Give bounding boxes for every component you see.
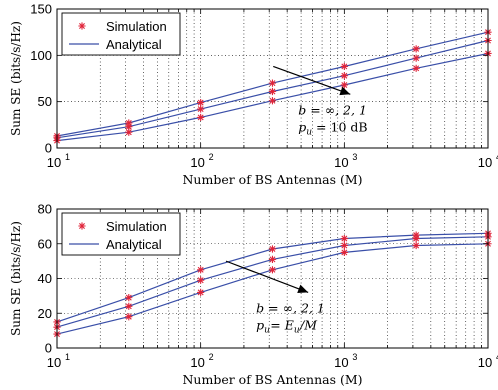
x-tick-label-exponent: 1	[65, 152, 70, 162]
arrow-head	[297, 284, 309, 294]
data-point	[125, 302, 133, 310]
data-point	[268, 255, 277, 263]
data-point	[125, 119, 133, 127]
axes-frame	[56, 8, 489, 149]
x-axis-label: Number of BS Antennas (M)	[182, 172, 362, 187]
x-tick-label: 10	[47, 155, 61, 170]
data-point	[340, 81, 348, 89]
x-tick-label-exponent: 3	[352, 352, 357, 362]
data-point	[412, 54, 420, 62]
x-tick-label-exponent: 4	[496, 152, 498, 162]
y-tick-label: 0	[45, 141, 52, 156]
x-tick-label: 10	[478, 355, 492, 370]
annotation-line-2: pu = Eu /M	[256, 317, 318, 335]
data-point	[197, 113, 205, 122]
x-tick-label: 10	[47, 355, 61, 370]
data-point	[125, 123, 133, 131]
x-tick-label-exponent: 4	[496, 352, 498, 362]
chart-panel-2: 0 20 40 60 80 10 1 10 2 10 3 10 4 Number of BS Antenn…	[9, 202, 498, 388]
data-point	[340, 234, 348, 243]
legend-marker-simulation	[78, 22, 86, 30]
y-tick-label: 80	[38, 202, 52, 217]
grid	[57, 209, 488, 348]
data-point	[197, 266, 205, 274]
data-point	[197, 98, 205, 107]
x-tick-label: 10	[190, 155, 204, 170]
data-point	[268, 245, 277, 253]
legend-label-analytical: Analytical	[106, 37, 162, 52]
x-tick-label: 10	[478, 155, 492, 170]
legend-label-analytical: Analytical	[106, 237, 162, 252]
arrow-shaft	[273, 65, 351, 95]
data-point	[412, 45, 420, 53]
chart-panel-1: 0 50 100 150 10 1 10 2 10 3 10 4 Number of BS Antenn…	[9, 2, 498, 188]
y-tick-label: 0	[45, 341, 52, 356]
x-tick-label-exponent: 3	[352, 152, 357, 162]
y-axis-label: Sum SE (bits/s/Hz)	[9, 21, 23, 136]
x-tick-label: 10	[190, 355, 204, 370]
data-point	[268, 266, 277, 274]
annotation-line-2: pu = 10 dB	[298, 119, 367, 137]
y-tick-label: 60	[38, 236, 52, 251]
grid	[57, 9, 488, 148]
annotation-arrow	[273, 65, 351, 96]
y-tick-label: 20	[38, 306, 52, 321]
annotation-line-1: b = ∞, 2, 1	[298, 102, 367, 117]
data-point	[340, 241, 348, 250]
annotation-line-1: b = ∞, 2, 1	[256, 300, 325, 315]
data-point	[268, 79, 277, 87]
y-tick-label: 100	[30, 48, 52, 63]
data-point	[412, 234, 420, 243]
legend: Simulation Analytical	[61, 212, 181, 256]
y-tick-label: 40	[38, 271, 52, 286]
legend: Simulation Analytical	[61, 12, 181, 56]
x-tick-label: 10	[334, 355, 348, 370]
data-point	[412, 241, 420, 250]
axis-ticks	[56, 208, 489, 349]
arrow-head	[339, 86, 351, 96]
data-point	[340, 62, 348, 71]
axis-ticks	[56, 8, 489, 149]
data-point	[412, 64, 420, 72]
data-point	[197, 105, 205, 113]
y-tick-label: 50	[38, 94, 52, 109]
data-point	[197, 288, 205, 296]
legend-box	[61, 12, 181, 56]
x-tick-label-exponent: 1	[65, 352, 70, 362]
data-point	[197, 276, 205, 284]
data-point	[268, 97, 277, 105]
y-axis-label: Sum SE (bits/s/Hz)	[9, 221, 23, 336]
x-tick-label: 10	[334, 155, 348, 170]
x-tick-label-exponent: 2	[209, 152, 214, 162]
legend-box	[61, 212, 181, 256]
data-point	[340, 248, 348, 257]
arrow-shaft	[225, 260, 309, 293]
x-axis-label: Number of BS Antennas (M)	[182, 372, 362, 387]
data-point	[125, 313, 133, 321]
data-point	[340, 72, 348, 80]
legend-label-simulation: Simulation	[106, 219, 167, 234]
x-tick-label-exponent: 2	[209, 352, 214, 362]
data-point	[125, 128, 133, 136]
annotation-arrow	[225, 260, 309, 294]
data-point	[268, 87, 277, 96]
legend-marker-simulation	[78, 222, 86, 230]
y-tick-label: 150	[30, 2, 52, 17]
series-3	[53, 49, 492, 145]
legend-label-simulation: Simulation	[106, 19, 167, 34]
data-point	[125, 294, 133, 302]
